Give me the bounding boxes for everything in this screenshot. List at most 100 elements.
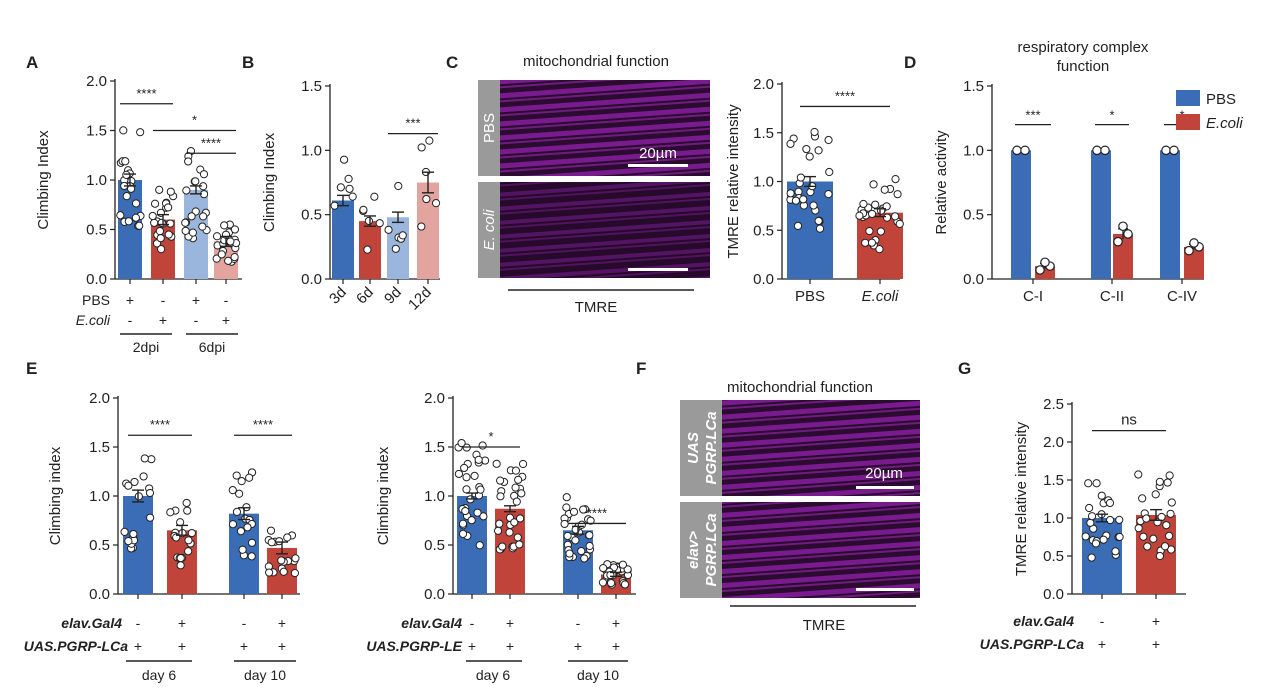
data-point: [825, 167, 834, 177]
row-a-r1-2: +: [192, 292, 200, 308]
chart-g: 0.0 0.5 1.0 1.5 2.0 2.5 TMRE relative intensit…: [1013, 396, 1186, 603]
data-point: [461, 506, 470, 516]
data-point: [147, 455, 156, 464]
data-point: [226, 237, 235, 246]
data-point: [145, 488, 155, 498]
data-point: [136, 128, 145, 137]
data-point: [1092, 479, 1101, 488]
rows-e-left: elav.Gal4 - + - + UAS.PGRP-LCa + + + + d…: [24, 615, 296, 683]
data-point: [1100, 145, 1110, 156]
bar: [1160, 150, 1180, 279]
rows-g: elav.Gal4 - + UAS.PGRP-LCa + +: [980, 613, 1160, 652]
data-point: [1142, 514, 1151, 523]
data-point: [1151, 490, 1160, 499]
data-point: [391, 244, 400, 253]
row-e1-r1-2: -: [242, 615, 247, 631]
y-tick-label: 0.0: [753, 271, 774, 288]
legend-swatch-ecoli: [1176, 114, 1200, 130]
x-tick-label: PBS: [795, 288, 825, 305]
data-point: [166, 219, 175, 228]
data-point: [577, 546, 586, 556]
data-point: [805, 152, 814, 161]
data-point: [875, 245, 884, 254]
uas-tmre-image: [722, 400, 920, 496]
data-point: [122, 170, 131, 179]
scale-bar-f-bottom: [856, 588, 914, 591]
bar: [1091, 150, 1111, 279]
elav-label-2: PGRP.LCa: [703, 513, 720, 586]
data-point: [473, 508, 482, 517]
data-point: [511, 483, 520, 492]
y-axis-label: Climbing index: [375, 446, 392, 545]
data-point: [475, 541, 484, 550]
y-tick-label: 1.0: [301, 142, 322, 159]
data-point: [364, 216, 373, 226]
data-point: [131, 213, 140, 222]
data-point: [498, 542, 507, 551]
data-point: [462, 473, 471, 482]
row-e2-r1-1: +: [506, 615, 514, 631]
data-point: [290, 568, 300, 578]
data-point: [1157, 512, 1166, 522]
significance-label: ****: [201, 135, 221, 150]
data-point: [869, 180, 878, 189]
data-point: [417, 143, 426, 152]
data-point: [1143, 542, 1152, 551]
data-point: [176, 554, 185, 563]
data-point: [493, 526, 503, 535]
row-e2-group-1: day 6: [476, 667, 510, 683]
row-a-label-2: E.coli: [76, 312, 111, 328]
data-point: [1115, 515, 1124, 524]
data-point: [861, 238, 870, 247]
significance-label: ***: [1025, 108, 1040, 123]
uas-label-1: UAS: [685, 432, 702, 464]
elav-label-bar: [680, 502, 722, 598]
data-point: [1113, 236, 1123, 247]
data-point: [236, 527, 246, 536]
data-point: [375, 219, 384, 228]
row-e1-r1-0: -: [136, 615, 141, 631]
data-point: [623, 565, 632, 574]
data-point: [1085, 503, 1094, 513]
row-e2-label-2: UAS.PGRP-LE: [366, 638, 462, 654]
data-point: [148, 211, 157, 221]
y-tick-label: 0.0: [1043, 586, 1064, 603]
y-tick-label: 0.5: [89, 537, 110, 554]
y-tick-label: 1.5: [424, 439, 445, 456]
data-point: [1165, 471, 1174, 480]
data-point: [1169, 145, 1179, 156]
data-point: [1134, 470, 1143, 479]
data-point: [230, 225, 240, 234]
ecoli-image-label: E. coli: [481, 209, 498, 251]
data-point: [267, 538, 276, 547]
data-point: [882, 213, 892, 222]
data-point: [431, 199, 441, 208]
data-point: [514, 475, 523, 484]
scale-bar-c-top: [628, 164, 688, 167]
y-axis-label: Climbing Index: [261, 132, 278, 232]
row-a-r1-0: +: [126, 292, 134, 308]
data-point: [116, 211, 125, 220]
y-tick-label: 0.5: [963, 207, 984, 224]
row-e1-r2-3: +: [278, 638, 286, 654]
data-point: [345, 184, 354, 193]
y-axis-label: TMRE relative intensity: [725, 104, 742, 259]
data-point: [291, 554, 300, 563]
data-point: [265, 568, 274, 577]
data-point: [1189, 238, 1199, 248]
data-point: [620, 580, 630, 589]
chart-b: 0.0 0.5 1.0 1.5 Climbing Index 3d 6d 9d 12d ***: [261, 78, 441, 314]
legend-swatch-pbs: [1176, 90, 1200, 106]
data-point: [515, 540, 524, 549]
data-point: [1087, 553, 1096, 562]
row-e1-label-2: UAS.PGRP-LCa: [24, 638, 128, 654]
data-point: [476, 485, 485, 494]
data-point: [1086, 518, 1095, 527]
y-tick-label: 0.0: [963, 271, 984, 288]
row-e2-r1-3: +: [612, 615, 620, 631]
data-point: [562, 493, 571, 502]
data-point: [182, 186, 191, 195]
data-point: [1106, 515, 1115, 525]
